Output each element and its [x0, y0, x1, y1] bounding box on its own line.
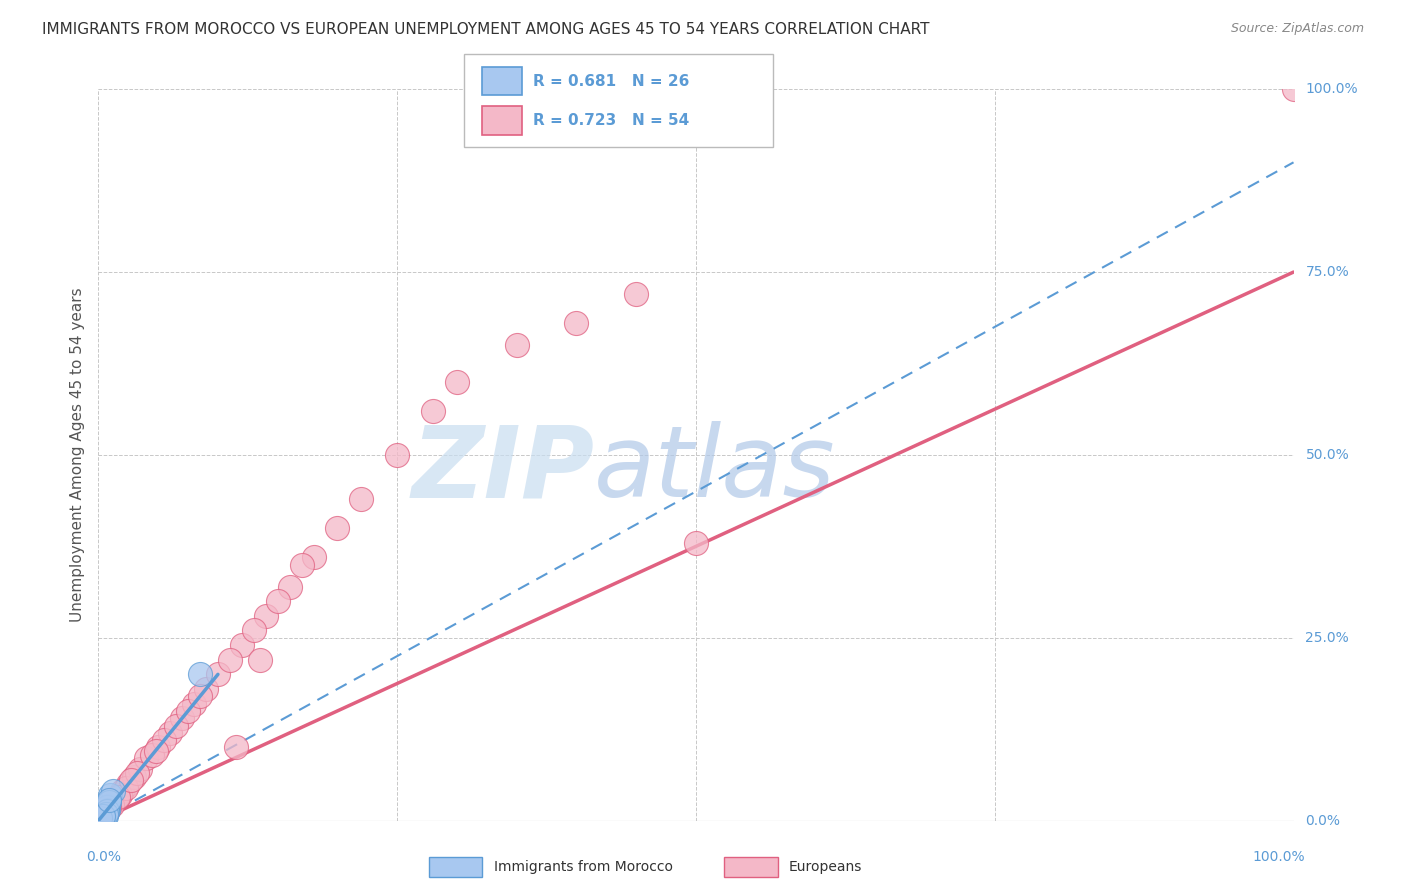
- Text: 0.0%: 0.0%: [87, 850, 121, 863]
- Text: atlas: atlas: [595, 421, 837, 518]
- Text: 25.0%: 25.0%: [1306, 631, 1350, 645]
- Point: [117, 777, 139, 791]
- Point: [685, 535, 707, 549]
- Point: [91, 807, 114, 822]
- Point: [291, 558, 314, 572]
- Point: [231, 638, 253, 652]
- Point: [107, 790, 129, 805]
- Point: [278, 580, 301, 594]
- Text: Europeans: Europeans: [789, 860, 862, 874]
- Point: [1282, 82, 1305, 96]
- Point: [91, 807, 114, 822]
- Point: [101, 796, 124, 810]
- Point: [98, 796, 121, 810]
- Text: R = 0.723   N = 54: R = 0.723 N = 54: [533, 113, 689, 128]
- Point: [94, 805, 117, 819]
- Point: [385, 448, 409, 462]
- Y-axis label: Unemployment Among Ages 45 to 54 years: Unemployment Among Ages 45 to 54 years: [69, 287, 84, 623]
- Text: Source: ZipAtlas.com: Source: ZipAtlas.com: [1230, 22, 1364, 36]
- Point: [129, 763, 152, 777]
- Point: [96, 804, 118, 818]
- Point: [219, 653, 242, 667]
- Point: [159, 726, 181, 740]
- Point: [91, 807, 114, 822]
- Point: [626, 287, 648, 301]
- Point: [302, 550, 325, 565]
- Point: [249, 653, 271, 667]
- Point: [94, 805, 117, 819]
- Point: [98, 800, 121, 814]
- Point: [94, 808, 117, 822]
- Text: 100.0%: 100.0%: [1253, 850, 1306, 863]
- Point: [98, 793, 121, 807]
- Point: [326, 521, 349, 535]
- Point: [124, 770, 146, 784]
- Point: [243, 624, 266, 638]
- Point: [97, 803, 120, 817]
- Point: [101, 784, 124, 798]
- Point: [506, 338, 529, 352]
- Point: [188, 690, 211, 704]
- Text: Immigrants from Morocco: Immigrants from Morocco: [494, 860, 672, 874]
- Point: [177, 704, 200, 718]
- Point: [115, 780, 138, 795]
- Point: [91, 810, 114, 824]
- Text: R = 0.681   N = 26: R = 0.681 N = 26: [533, 74, 689, 88]
- Point: [254, 608, 277, 623]
- Point: [91, 807, 114, 822]
- Point: [91, 809, 114, 823]
- Point: [188, 667, 211, 681]
- Point: [207, 667, 229, 681]
- Point: [145, 744, 167, 758]
- Point: [108, 788, 131, 802]
- Point: [422, 404, 444, 418]
- Point: [183, 697, 205, 711]
- Text: 100.0%: 100.0%: [1306, 82, 1358, 96]
- Point: [125, 766, 148, 780]
- Point: [350, 491, 373, 506]
- Point: [96, 800, 118, 814]
- Point: [90, 812, 112, 826]
- Point: [105, 791, 128, 805]
- Point: [93, 807, 115, 822]
- Point: [225, 740, 247, 755]
- Point: [120, 773, 142, 788]
- Point: [91, 808, 114, 822]
- Point: [565, 316, 588, 330]
- Point: [100, 797, 122, 812]
- Point: [98, 788, 122, 802]
- Point: [153, 733, 176, 747]
- Point: [93, 806, 115, 821]
- Point: [91, 809, 114, 823]
- Text: 0.0%: 0.0%: [1306, 814, 1340, 828]
- Text: ZIP: ZIP: [412, 421, 595, 518]
- Point: [93, 803, 115, 817]
- Point: [91, 806, 114, 821]
- Point: [172, 711, 194, 725]
- Point: [89, 811, 111, 825]
- Point: [90, 811, 112, 825]
- Point: [98, 799, 122, 814]
- Point: [90, 811, 112, 825]
- Point: [90, 810, 112, 824]
- Text: IMMIGRANTS FROM MOROCCO VS EUROPEAN UNEMPLOYMENT AMONG AGES 45 TO 54 YEARS CORRE: IMMIGRANTS FROM MOROCCO VS EUROPEAN UNEM…: [42, 22, 929, 37]
- Point: [96, 804, 118, 818]
- Point: [89, 812, 111, 826]
- Point: [141, 747, 163, 762]
- Point: [195, 681, 218, 696]
- Point: [94, 807, 117, 822]
- Point: [111, 784, 134, 798]
- Point: [97, 799, 120, 814]
- Text: 75.0%: 75.0%: [1306, 265, 1350, 279]
- Point: [267, 594, 290, 608]
- Point: [446, 375, 468, 389]
- Point: [148, 740, 170, 755]
- Point: [165, 718, 187, 732]
- Point: [97, 803, 120, 817]
- Point: [135, 751, 157, 765]
- Text: 50.0%: 50.0%: [1306, 448, 1350, 462]
